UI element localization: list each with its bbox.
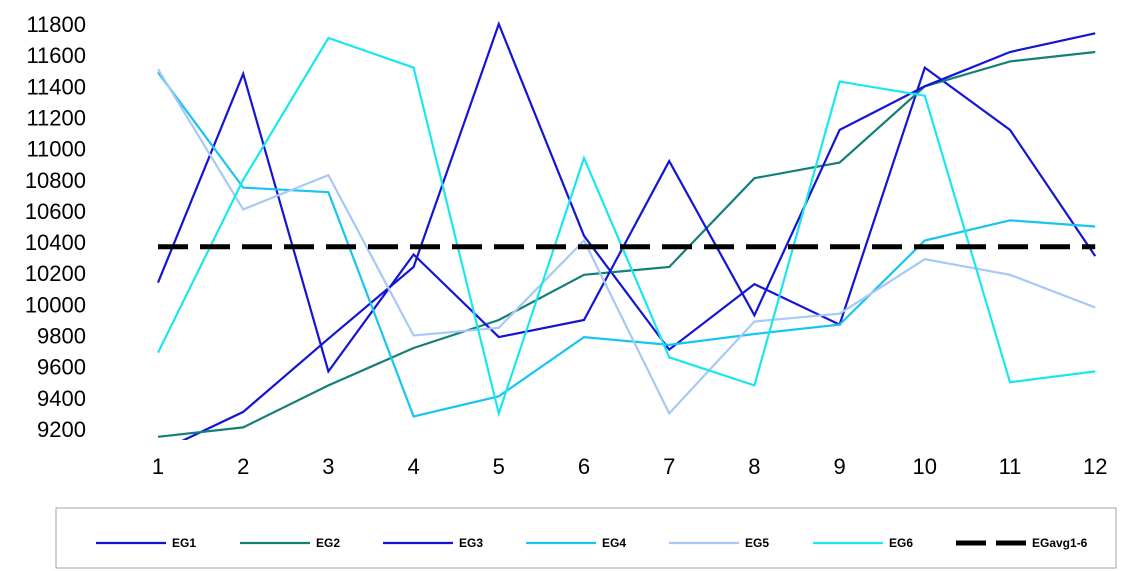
legend-label: EGavg1-6 (1032, 536, 1088, 550)
x-tick-label: 9 (833, 454, 845, 479)
legend-label: EG5 (745, 536, 769, 550)
x-tick-label: 7 (663, 454, 675, 479)
y-tick-label: 10400 (25, 230, 86, 255)
y-axis-tick-labels: 9200 9400 9600 9800 10000 10200 10400 10600 1080… (25, 12, 86, 442)
x-tick-label: 11 (999, 454, 1022, 479)
x-tick-label: 10 (913, 454, 937, 479)
legend-label: EG2 (316, 536, 340, 550)
x-tick-label: 2 (237, 454, 249, 479)
x-tick-label: 8 (748, 454, 760, 479)
y-tick-label: 10000 (25, 292, 86, 317)
x-tick-label: 12 (1083, 454, 1107, 479)
y-tick-label: 11800 (26, 12, 86, 37)
y-tick-label: 11600 (26, 43, 86, 68)
legend-label: EG1 (172, 536, 196, 550)
series-lines (158, 24, 1095, 452)
y-tick-label: 11200 (26, 105, 86, 130)
legend-box (56, 508, 1116, 568)
legend-label: EG6 (889, 536, 913, 550)
y-tick-label: 9400 (37, 386, 86, 411)
legend-label: EG4 (602, 536, 626, 550)
y-tick-label: 11400 (26, 74, 86, 99)
x-tick-label: 6 (578, 454, 590, 479)
y-tick-label: 10800 (25, 168, 86, 193)
x-tick-label: 3 (322, 454, 334, 479)
x-tick-label: 1 (152, 454, 164, 479)
y-tick-label: 9600 (37, 355, 86, 380)
y-tick-label: 11000 (26, 137, 86, 162)
x-axis-tick-labels: 1 2 3 4 5 6 7 8 9 10 11 12 (152, 454, 1108, 479)
y-tick-label: 10200 (25, 261, 86, 286)
series-line-eg3 (158, 33, 1095, 371)
x-tick-label: 4 (407, 454, 419, 479)
y-tick-label: 9800 (37, 324, 86, 349)
x-tick-label: 5 (493, 454, 505, 479)
legend-label: EG3 (459, 536, 483, 550)
series-line-eg6 (158, 38, 1095, 413)
y-tick-label: 10600 (25, 199, 86, 224)
y-tick-label: 9200 (37, 417, 86, 442)
